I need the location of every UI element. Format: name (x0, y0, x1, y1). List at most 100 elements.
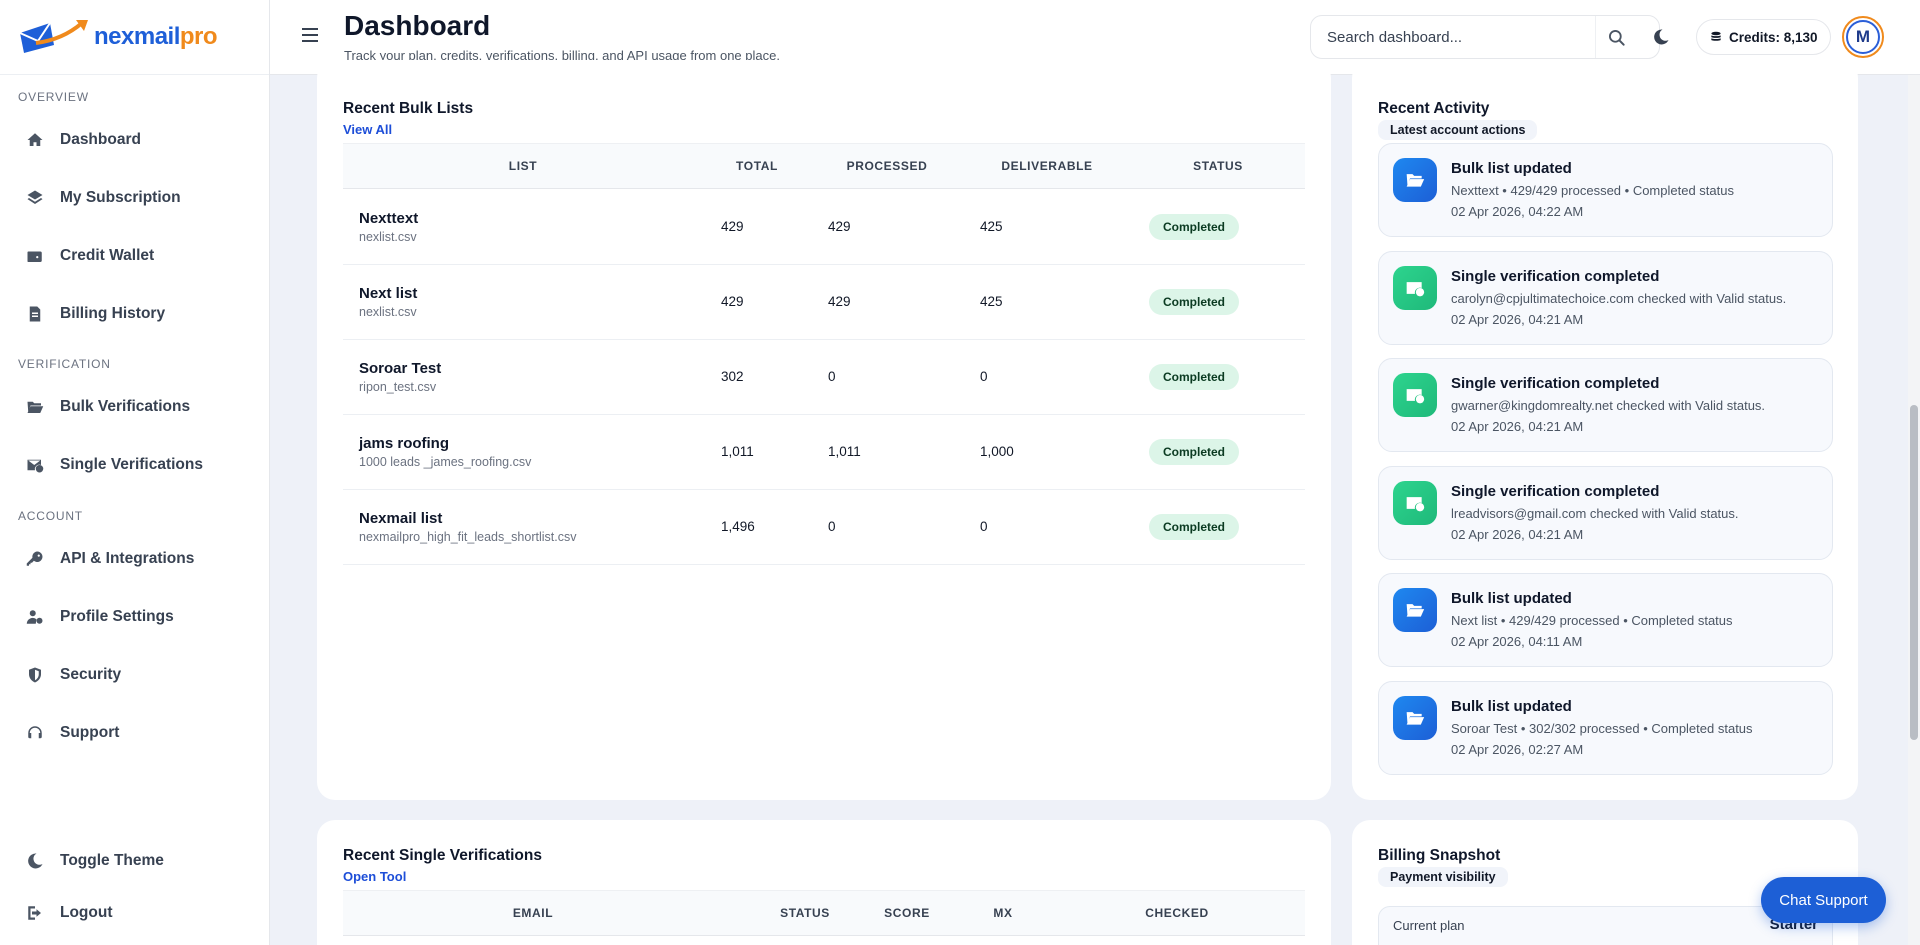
folder-icon (1393, 696, 1437, 740)
sidebar-item-label: Support (60, 724, 120, 741)
list-file: ripon_test.csv (359, 380, 437, 394)
recent-activity-card: Recent Activity Latest account actions B… (1352, 60, 1858, 800)
table-row[interactable]: Soroar Test ripon_test.csv 302 0 0 Compl… (343, 340, 1305, 415)
user-gear-icon (26, 608, 44, 626)
activity-description: lreadvisors@gmail.com checked with Valid… (1451, 506, 1739, 521)
sidebar-item-label: Bulk Verifications (60, 398, 191, 415)
processed-value: 429 (828, 294, 851, 309)
envelope-check-icon (1393, 481, 1437, 525)
layers-icon (26, 189, 44, 207)
credits-badge[interactable]: Credits: 8,130 (1696, 19, 1831, 55)
recent-single-verifications-card: Recent Single Verifications Open Tool EM… (317, 820, 1331, 945)
envelope-check-icon (1393, 373, 1437, 417)
folder-icon (1393, 158, 1437, 202)
page-subtitle: Track your plan, credits, verifications,… (344, 48, 780, 63)
list-name: Soroar Test (359, 360, 442, 377)
activity-title: Single verification completed (1451, 483, 1660, 500)
sidebar-item-label: Billing History (60, 305, 166, 322)
list-file: nexmailpro_high_fit_leads_shortlist.csv (359, 530, 577, 544)
activity-title: Single verification completed (1451, 268, 1660, 285)
activity-time: 02 Apr 2026, 04:21 AM (1451, 419, 1584, 434)
theme-moon-icon[interactable] (1652, 28, 1670, 46)
activity-item[interactable]: Bulk list updated Nexttext • 429/429 pro… (1378, 143, 1833, 237)
shield-icon (26, 666, 44, 684)
logout-button[interactable]: Logout (26, 898, 246, 928)
processed-value: 0 (828, 369, 836, 384)
open-tool-link[interactable]: Open Tool (343, 869, 407, 884)
search-icon[interactable] (1607, 28, 1627, 48)
table-row[interactable]: Next list nexlist.csv 429 429 425 Comple… (343, 265, 1305, 340)
activity-time: 02 Apr 2026, 04:21 AM (1451, 527, 1584, 542)
nav-section-overview: OVERVIEW (18, 90, 89, 104)
chat-support-button[interactable]: Chat Support (1761, 877, 1886, 923)
sidebar-item-support[interactable]: Support (26, 718, 246, 748)
column-header[interactable]: DELIVERABLE (1001, 159, 1093, 173)
column-header[interactable]: STATUS (780, 906, 830, 920)
table-row[interactable]: jams roofing 1000 leads _james_roofing.c… (343, 415, 1305, 490)
hamburger-menu-icon[interactable] (302, 28, 318, 42)
sidebar-item-my-subscription[interactable]: My Subscription (26, 183, 246, 213)
table-header: LIST TOTAL PROCESSED DELIVERABLE STATUS (343, 143, 1305, 189)
column-header[interactable]: STATUS (1193, 159, 1243, 173)
card-title: Recent Single Verifications (343, 847, 542, 864)
table-row[interactable]: Nexttext nexlist.csv 429 429 425 Complet… (343, 190, 1305, 265)
table-row[interactable]: Nexmail list nexmailpro_high_fit_leads_s… (343, 490, 1305, 565)
top-header: Dashboard Track your plan, credits, veri… (270, 0, 1920, 75)
column-header[interactable]: SCORE (884, 906, 930, 920)
column-header[interactable]: CHECKED (1145, 906, 1209, 920)
column-header[interactable]: EMAIL (512, 906, 554, 920)
search-box (1310, 15, 1660, 59)
sidebar-item-api-integrations[interactable]: API & Integrations (26, 544, 246, 574)
sidebar-item-bulk-verifications[interactable]: Bulk Verifications (26, 392, 246, 422)
folder-open-icon (26, 398, 44, 416)
sidebar-item-credit-wallet[interactable]: Credit Wallet (26, 241, 246, 271)
activity-time: 02 Apr 2026, 04:22 AM (1451, 204, 1584, 219)
status-badge: Completed (1149, 364, 1239, 390)
toggle-theme-button[interactable]: Toggle Theme (26, 846, 246, 876)
status-badge: Completed (1149, 514, 1239, 540)
avatar[interactable]: M (1842, 16, 1884, 58)
wallet-icon (26, 247, 44, 265)
processed-value: 0 (828, 519, 836, 534)
sidebar: nexmailpro OVERVIEW Dashboard My Subscri… (0, 0, 270, 945)
activity-description: Nexttext • 429/429 processed • Completed… (1451, 183, 1734, 198)
sidebar-item-profile-settings[interactable]: Profile Settings (26, 602, 246, 632)
search-divider (1595, 16, 1596, 58)
status-badge: Completed (1149, 439, 1239, 465)
list-name: jams roofing (359, 435, 450, 452)
column-header[interactable]: LIST (508, 159, 538, 173)
activity-title: Bulk list updated (1451, 698, 1572, 715)
activity-title: Bulk list updated (1451, 590, 1572, 607)
activity-item[interactable]: Single verification completed carolyn@cp… (1378, 251, 1833, 345)
search-input[interactable] (1327, 16, 1597, 58)
view-all-link[interactable]: View All (343, 122, 393, 137)
status-badge: Completed (1149, 289, 1239, 315)
sidebar-item-label: Credit Wallet (60, 247, 155, 264)
activity-title: Single verification completed (1451, 375, 1660, 392)
brand-logo[interactable]: nexmailpro (0, 0, 269, 75)
processed-value: 1,011 (828, 444, 861, 459)
list-name: Nexmail list (359, 510, 443, 527)
logout-label: Logout (60, 904, 113, 921)
card-title: Recent Bulk Lists (343, 100, 474, 117)
status-badge: Completed (1149, 214, 1239, 240)
logout-icon (26, 904, 44, 922)
activity-item[interactable]: Single verification completed gwarner@ki… (1378, 358, 1833, 452)
sidebar-item-billing-history[interactable]: Billing History (26, 299, 246, 329)
sidebar-item-security[interactable]: Security (26, 660, 246, 690)
activity-item[interactable]: Single verification completed lreadvisor… (1378, 466, 1833, 560)
total-value: 429 (721, 219, 744, 234)
list-name: Nexttext (359, 210, 419, 227)
logo-envelope-icon (19, 20, 88, 53)
column-header[interactable]: PROCESSED (846, 159, 928, 173)
activity-item[interactable]: Bulk list updated Soroar Test • 302/302 … (1378, 681, 1833, 775)
brand-name: nexmailpro (94, 23, 218, 50)
sidebar-item-dashboard[interactable]: Dashboard (26, 125, 246, 155)
avatar-initial: M (1855, 27, 1871, 46)
deliverable-value: 0 (980, 369, 988, 384)
sidebar-item-single-verifications[interactable]: Single Verifications (26, 450, 246, 480)
column-header[interactable]: TOTAL (736, 159, 778, 173)
activity-item[interactable]: Bulk list updated Next list • 429/429 pr… (1378, 573, 1833, 667)
column-header[interactable]: MX (993, 906, 1013, 920)
scrollbar-thumb[interactable] (1910, 405, 1918, 740)
